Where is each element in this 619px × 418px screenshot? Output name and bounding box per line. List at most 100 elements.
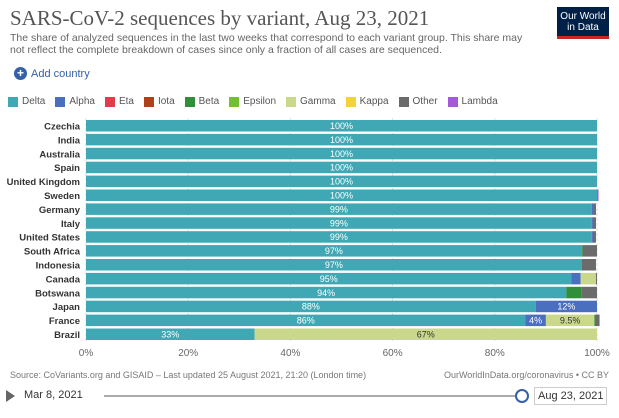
legend-swatch [104, 96, 115, 107]
footer: Source: CoVariants.org and GISAID – Last… [10, 370, 609, 380]
bar-segment-delta[interactable] [86, 245, 582, 257]
bar-segment-delta[interactable] [86, 217, 592, 229]
data-label: 33% [161, 330, 179, 340]
legend-swatch [143, 96, 154, 107]
bar-segment-gamma[interactable] [580, 272, 596, 285]
row-label[interactable]: United States [19, 233, 80, 244]
bar-segment-delta[interactable] [86, 286, 567, 299]
bar-segment-alpha[interactable] [591, 217, 593, 229]
bar-segment-alpha[interactable] [591, 203, 594, 215]
legend-item-gamma[interactable]: Gamma [286, 96, 336, 107]
bar-segment-delta[interactable] [86, 300, 536, 313]
bar-segment-gamma[interactable] [545, 314, 595, 327]
legend-label: Beta [198, 96, 220, 107]
row-label[interactable]: Japan [53, 302, 81, 313]
logo-line-2: in Data [567, 22, 599, 33]
legend-swatch [345, 96, 356, 107]
row-label[interactable]: United Kingdom [7, 177, 80, 188]
bar-segment-beta[interactable] [581, 245, 583, 257]
timeline-handle[interactable] [515, 389, 529, 403]
plus-icon: + [14, 67, 27, 80]
row-label[interactable]: Indonesia [36, 261, 81, 272]
legend-item-iota[interactable]: Iota [143, 96, 175, 107]
stacked-bar-chart: 0% 20% 40% 60% 80% 100% Czechia 100% India 100% Au… [7, 118, 610, 359]
bar-segment-delta[interactable] [86, 272, 572, 285]
row-label[interactable]: Czechia [44, 122, 81, 133]
data-label: 99% [330, 204, 348, 214]
bar-segment-gamma[interactable] [254, 328, 597, 341]
legend-item-delta[interactable]: Delta [8, 96, 45, 107]
data-label: 100% [330, 121, 353, 131]
bar-segment-other[interactable] [593, 203, 596, 215]
row-label[interactable]: Australia [39, 149, 80, 160]
owid-logo[interactable]: Our World in Data [557, 7, 609, 39]
row-label[interactable]: France [49, 316, 80, 327]
bar-segment-alpha[interactable] [571, 272, 581, 285]
row-label[interactable]: Brazil [54, 330, 80, 341]
bar-segment-alpha[interactable] [525, 314, 546, 327]
x-tick-label: 80% [485, 348, 505, 359]
bar-segment-delta[interactable] [86, 161, 597, 174]
legend-item-lambda[interactable]: Lambda [447, 96, 498, 107]
bar-segment-delta[interactable] [86, 133, 597, 146]
row-label[interactable]: Botswana [35, 288, 81, 299]
bar-segment-beta[interactable] [594, 314, 596, 327]
legend-label: Kappa [359, 96, 389, 107]
bar-segment-other[interactable] [581, 286, 597, 299]
bar-segment-other[interactable] [582, 245, 597, 257]
legend-item-alpha[interactable]: Alpha [55, 96, 95, 107]
source-note[interactable]: Source: CoVariants.org and GISAID – Last… [10, 370, 367, 380]
timeline-track[interactable] [104, 395, 521, 397]
bar-segment-delta[interactable] [86, 259, 582, 271]
credit-link[interactable]: OurWorldInData.org/coronavirus • CC BY [443, 370, 609, 380]
add-country-button[interactable]: + Add country [14, 67, 90, 80]
bar-segment-delta[interactable] [86, 147, 597, 160]
bar-segment-delta[interactable] [86, 120, 597, 132]
row-label[interactable]: India [58, 135, 81, 146]
bar-segment-beta[interactable] [566, 286, 582, 299]
data-label: 99% [330, 218, 348, 228]
legend-swatch [55, 96, 66, 107]
bar-segment-other[interactable] [592, 231, 596, 243]
row-label[interactable]: South Africa [24, 247, 81, 258]
chart-subtitle: The share of analyzed sequences in the l… [10, 32, 523, 56]
bar-segment-delta[interactable] [86, 189, 597, 202]
bar-segment-other[interactable] [581, 259, 596, 271]
row-label[interactable]: Sweden [44, 191, 80, 202]
timeline-start-date: Mar 8, 2021 [24, 389, 83, 401]
bar-segment-other[interactable] [592, 217, 596, 229]
legend-item-other[interactable]: Other [398, 96, 438, 107]
data-label: 100% [330, 177, 353, 187]
bar-segment-other[interactable] [595, 272, 597, 285]
legend-swatch [8, 96, 18, 107]
legend-swatch [398, 96, 409, 107]
add-country-label: Add country [31, 67, 90, 80]
row-label[interactable]: Germany [39, 205, 81, 216]
bar-segment-delta[interactable] [86, 314, 526, 327]
legend-label: Iota [157, 96, 175, 107]
legend-label: Lambda [461, 96, 498, 107]
bar-segment-delta[interactable] [86, 175, 597, 188]
legend-item-kappa[interactable]: Kappa [345, 96, 389, 107]
row-label[interactable]: Italy [61, 219, 81, 230]
data-label: 100% [330, 191, 353, 201]
legend-item-beta[interactable]: Beta [184, 96, 220, 107]
bar-segment-delta[interactable] [86, 231, 592, 243]
row-label[interactable]: Spain [54, 163, 80, 174]
data-label: 86% [297, 316, 315, 326]
bar-segment-other[interactable] [595, 314, 600, 327]
bar-segment-delta[interactable] [86, 328, 255, 341]
timeline-end-date[interactable]: Aug 23, 2021 [534, 387, 608, 405]
legend-label: Gamma [300, 96, 336, 107]
play-icon[interactable] [6, 390, 15, 402]
legend-item-eta[interactable]: Eta [104, 96, 134, 107]
legend-item-epsilon[interactable]: Epsilon [229, 96, 276, 107]
bar-segment-lambda[interactable] [597, 189, 599, 202]
data-label: 100% [330, 149, 353, 159]
legend-swatch [447, 96, 458, 107]
data-label: 99% [330, 232, 348, 242]
bar-segment-delta[interactable] [86, 203, 592, 215]
bar-segment-alpha[interactable] [591, 231, 593, 243]
row-label[interactable]: Canada [46, 274, 81, 285]
bar-segment-alpha[interactable] [535, 300, 597, 313]
